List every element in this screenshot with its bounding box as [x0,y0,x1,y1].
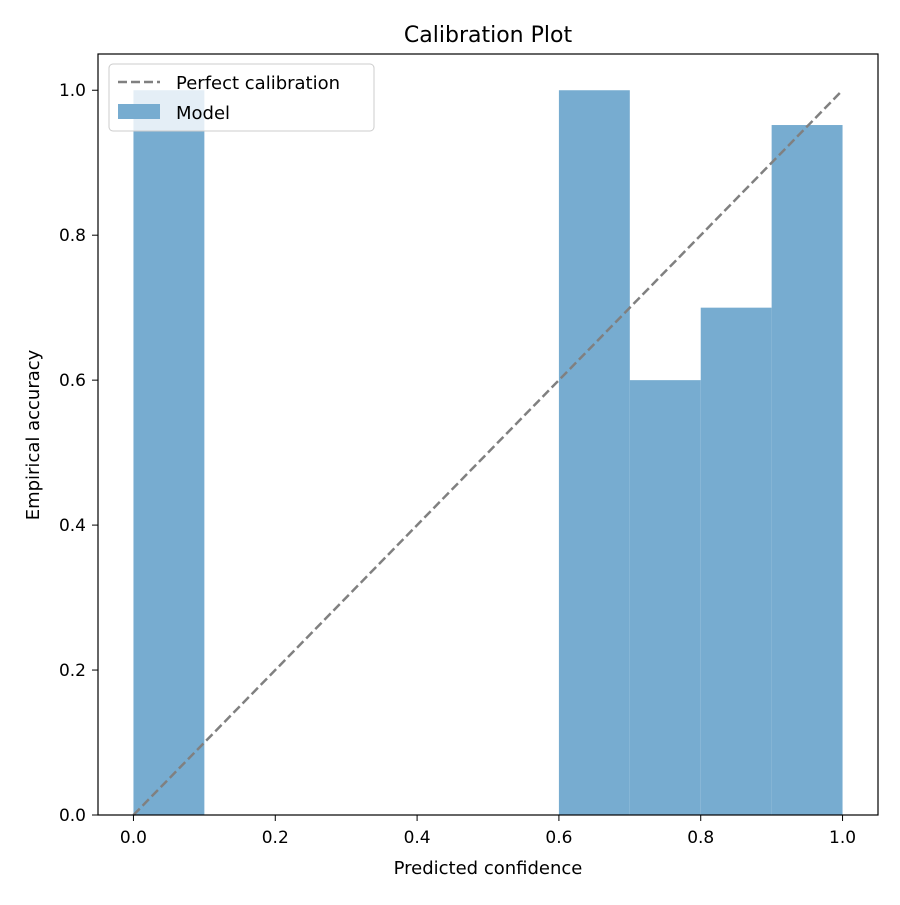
y-tick-label: 0.6 [59,371,86,391]
legend-entry-perfect: Perfect calibration [176,73,340,94]
y-tick-label: 0.2 [59,661,86,681]
bar-0 [133,90,205,815]
legend-entry-model: Model [176,103,230,124]
bar-1 [558,90,630,815]
x-tick-label: 0.2 [262,828,289,848]
x-tick-label: 0.0 [120,828,147,848]
bar-2 [629,380,701,815]
y-tick-label: 0.4 [59,516,86,536]
y-tick-label: 0.8 [59,226,86,246]
legend-box [108,63,375,132]
x-tick-label: 1.0 [829,828,856,848]
legend: Perfect calibration Model [108,63,375,132]
y-tick-label: 0.0 [59,806,86,826]
bar-4 [771,125,843,815]
x-tick-label: 0.4 [404,828,431,848]
x-axis-label: Predicted confidence [394,858,583,879]
bar-3 [700,307,772,815]
x-tick-label: 0.8 [687,828,714,848]
legend-bar-swatch [118,104,160,119]
plot-frame [97,53,879,816]
y-axis-label: Empirical accuracy [23,349,44,520]
chart-title: Calibration Plot [404,23,573,48]
y-tick-label: 1.0 [59,81,86,101]
x-tick-label: 0.6 [545,828,572,848]
